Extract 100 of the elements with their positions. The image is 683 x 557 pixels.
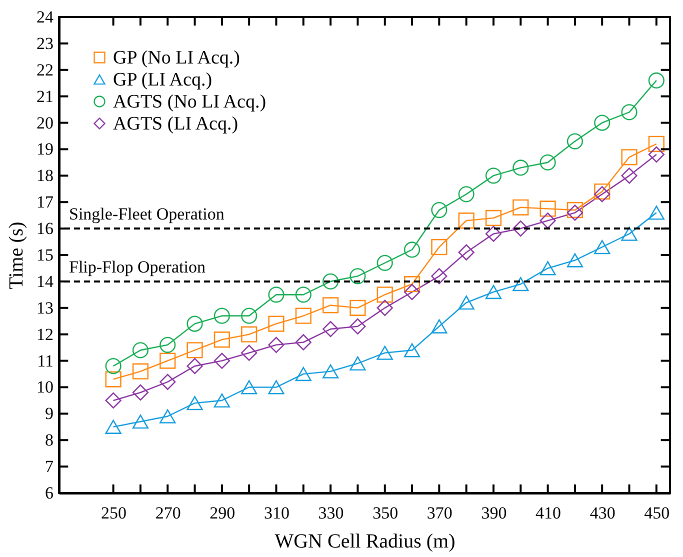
point xyxy=(132,414,149,429)
point xyxy=(160,409,176,424)
point xyxy=(512,220,529,237)
point xyxy=(431,202,448,218)
y-tick-label: 15 xyxy=(36,246,54,264)
point xyxy=(648,136,664,152)
point xyxy=(376,346,393,360)
y-tick-label: 10 xyxy=(36,378,54,397)
point xyxy=(322,297,339,314)
point xyxy=(295,308,312,324)
y-tick-label: 13 xyxy=(36,298,54,318)
point xyxy=(160,336,176,353)
point xyxy=(594,186,610,202)
point xyxy=(594,183,610,200)
y-tick-label: 16 xyxy=(36,219,54,238)
point xyxy=(132,384,149,401)
point xyxy=(485,168,502,184)
x-tick-label: 350 xyxy=(372,504,398,522)
point xyxy=(105,420,122,434)
x-tick-label: 430 xyxy=(590,504,616,522)
point xyxy=(485,284,502,300)
point xyxy=(186,342,203,358)
point xyxy=(295,286,312,303)
point xyxy=(566,253,584,268)
point xyxy=(186,358,203,374)
point xyxy=(648,146,664,163)
point xyxy=(268,380,284,394)
y-tick-label: 14 xyxy=(36,272,54,291)
point xyxy=(404,343,420,358)
y-tick-label: 21 xyxy=(36,86,54,106)
x-tick-label: 250 xyxy=(101,504,127,522)
point xyxy=(485,226,502,242)
point xyxy=(485,210,502,226)
point xyxy=(431,239,448,256)
point xyxy=(648,72,664,89)
point xyxy=(404,276,420,292)
point xyxy=(458,296,474,310)
point xyxy=(350,356,366,370)
point xyxy=(186,396,203,410)
point xyxy=(241,344,258,361)
point xyxy=(105,358,122,374)
legend-label: AGTS (LI Acq.) xyxy=(113,114,238,134)
point xyxy=(566,204,584,221)
point xyxy=(322,320,339,338)
x-tick-label: 310 xyxy=(264,504,290,522)
point xyxy=(322,273,339,290)
x-tick-label: 270 xyxy=(155,504,181,522)
point xyxy=(241,326,258,342)
point xyxy=(512,160,529,176)
point xyxy=(540,261,556,276)
x-tick-label: 290 xyxy=(210,504,236,522)
point xyxy=(566,202,584,218)
point xyxy=(350,268,366,284)
point xyxy=(132,342,149,358)
point xyxy=(105,371,122,388)
y-tick-label: 7 xyxy=(45,457,54,476)
point xyxy=(241,308,258,324)
y-tick-label: 22 xyxy=(36,60,54,80)
x-tick-label: 390 xyxy=(481,504,507,522)
point xyxy=(540,212,556,229)
point xyxy=(540,200,556,217)
point xyxy=(431,268,448,284)
point xyxy=(350,318,366,334)
point xyxy=(512,277,529,292)
point xyxy=(458,212,474,229)
point xyxy=(268,316,284,332)
point xyxy=(404,284,420,300)
x-tick-label: 370 xyxy=(426,504,452,522)
y-tick-label: 8 xyxy=(45,430,54,450)
y-tick-label: 24 xyxy=(36,8,54,26)
ref-line-label: Single-Fleet Operation xyxy=(69,204,225,224)
point xyxy=(376,254,393,271)
point xyxy=(132,363,149,380)
point xyxy=(186,316,203,332)
y-tick-label: 18 xyxy=(36,166,54,186)
point xyxy=(376,286,393,303)
y-tick-label: 11 xyxy=(37,351,54,370)
point xyxy=(214,393,230,408)
point xyxy=(105,392,122,409)
point xyxy=(566,133,584,150)
point xyxy=(458,186,474,202)
point xyxy=(295,334,312,350)
x-tick-label: 410 xyxy=(536,504,562,522)
ref-line-label: Flip-Flop Operation xyxy=(69,257,206,276)
x-tick-label: 450 xyxy=(644,504,670,522)
point xyxy=(268,286,284,303)
point xyxy=(594,114,610,131)
point xyxy=(431,319,448,334)
point xyxy=(458,244,474,260)
legend-label: AGTS (No LI Acq.) xyxy=(113,92,266,112)
point xyxy=(295,366,312,382)
point xyxy=(376,300,393,316)
point xyxy=(404,242,420,258)
point xyxy=(350,300,366,316)
x-tick-label: 330 xyxy=(318,504,344,522)
point xyxy=(322,364,339,378)
x-axis-title: WGN Cell Radius (m) xyxy=(274,530,456,552)
y-tick-label: 19 xyxy=(36,140,54,159)
legend-label: GP (LI Acq.) xyxy=(113,70,212,90)
point xyxy=(621,104,638,120)
